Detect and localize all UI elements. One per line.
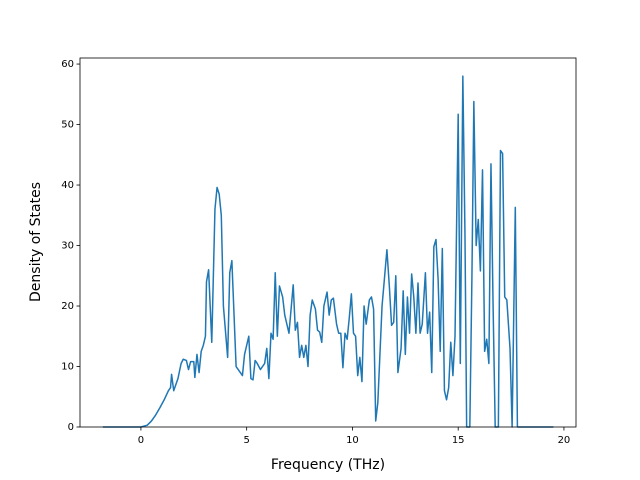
y-tick-label: 20 (61, 301, 74, 312)
y-axis-label: Density of States (28, 182, 44, 302)
y-tick-label: 30 (61, 241, 74, 252)
y-tick-label: 50 (61, 120, 74, 131)
x-tick-label: 10 (346, 435, 359, 446)
x-axis-label: Frequency (THz) (271, 457, 385, 473)
y-tick-label: 40 (61, 180, 74, 191)
line (102, 75, 554, 428)
y-tick-label: 60 (61, 59, 74, 70)
plot-frame (79, 57, 577, 428)
x-tick-label: 0 (138, 435, 144, 446)
y-tick-label: 10 (61, 362, 74, 373)
x-tick-label: 20 (558, 435, 571, 446)
y-tick-label: 0 (68, 422, 74, 433)
x-tick-label: 5 (243, 435, 249, 446)
x-tick-label: 15 (452, 435, 465, 446)
